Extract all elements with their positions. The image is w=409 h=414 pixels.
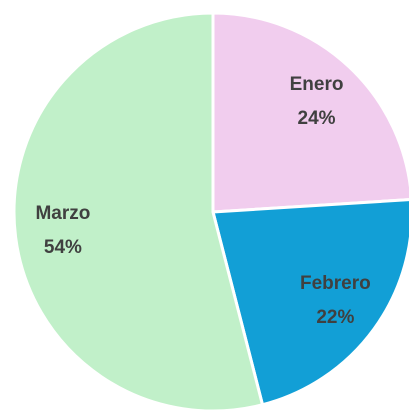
slice-label: Marzo [35,203,90,224]
slice-label: Febrero [300,273,371,294]
slice-value-label: 54% [44,237,82,258]
pie-slice [12,11,265,413]
slice-value-label: 24% [298,108,336,129]
pie-slice [211,11,409,214]
slice-label: Enero [290,74,344,95]
slice-value-label: 22% [316,307,354,328]
pie-slice [211,198,409,407]
